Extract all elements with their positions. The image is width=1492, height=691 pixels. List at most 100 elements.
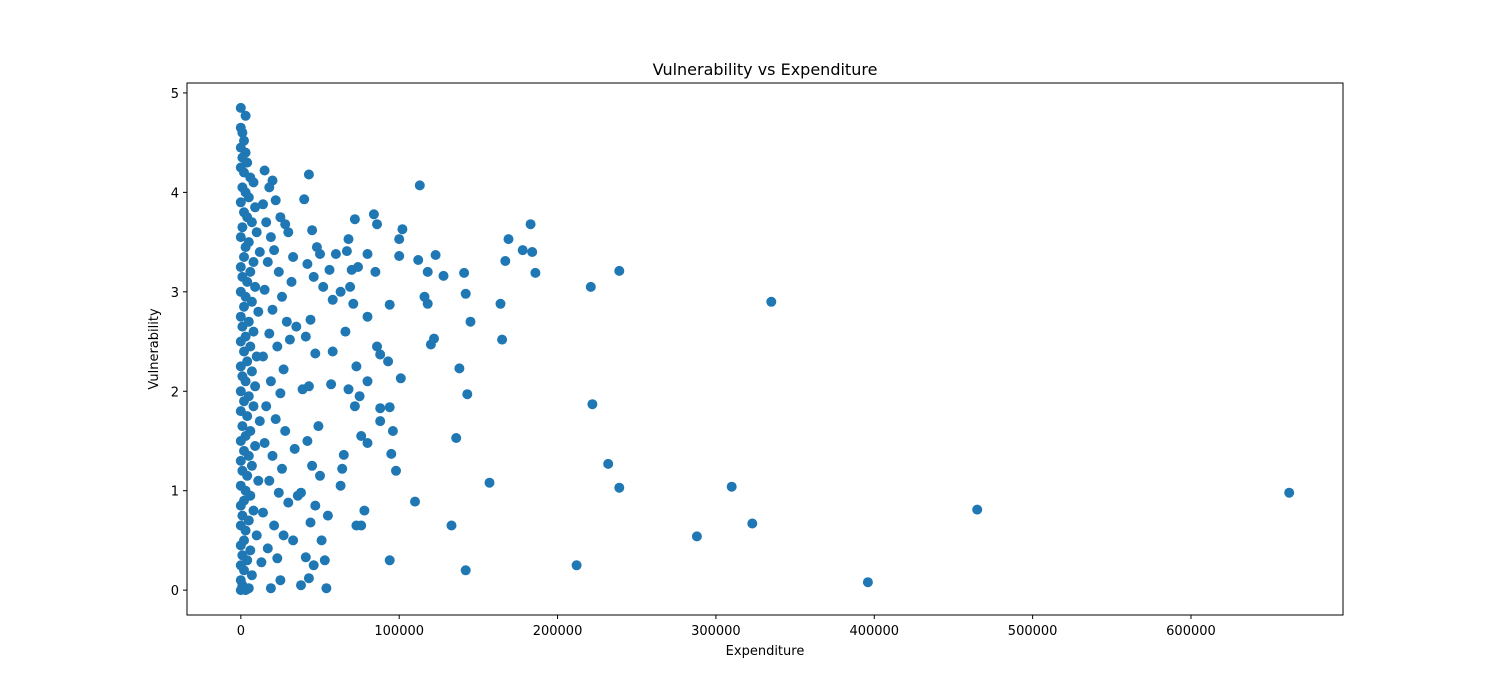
data-point [747,518,758,529]
data-point [410,496,420,507]
data-point [972,504,983,515]
data-point [288,535,299,546]
data-point [425,339,436,350]
data-point [246,366,257,377]
data-point [383,356,394,367]
data-point [302,436,313,446]
data-point [256,557,267,568]
data-point [235,540,246,551]
data-point [527,247,538,257]
data-point [356,520,367,531]
data-point [525,219,536,230]
data-point [243,515,254,526]
data-point [245,266,256,277]
data-point [272,341,283,352]
data-point [239,565,249,576]
data-point [337,463,348,474]
data-point [273,266,284,277]
data-point [384,402,395,413]
data-point [343,384,354,395]
data-point [237,421,248,432]
x-tick-label: 500000 [1008,624,1058,639]
data-point [239,396,249,407]
data-point [362,249,373,259]
data-point [465,316,476,327]
data-point [265,376,276,387]
data-point [235,455,246,466]
data-point [353,262,363,272]
data-point [394,251,405,261]
x-tick-label: 400000 [849,624,899,639]
data-point [307,460,318,471]
data-point [264,328,275,339]
data-point [372,341,382,352]
data-points [235,102,1295,596]
data-point [397,224,408,235]
data-point [277,463,287,474]
data-point [307,225,318,236]
data-point [258,351,268,362]
data-point [248,326,259,337]
data-point [272,553,283,564]
data-point [322,510,333,521]
data-point [422,266,433,277]
data-point [259,165,270,176]
data-point [517,245,528,256]
data-point [726,481,737,492]
x-tick-label: 600000 [1166,624,1216,639]
data-point [240,525,251,536]
data-point [251,530,262,541]
data-point [235,336,246,347]
data-point [237,127,248,138]
data-point [239,252,249,262]
data-point [250,281,261,292]
data-point [446,520,457,531]
data-point [375,403,386,414]
data-point [326,379,337,390]
data-point [335,480,346,491]
data-point [242,470,253,481]
data-point [235,262,246,272]
data-point [327,294,338,305]
y-tick-label: 4 [171,186,179,201]
data-point [391,465,401,476]
data-point [359,505,370,516]
data-point [243,450,254,461]
x-tick-label: 200000 [533,624,583,639]
data-point [414,180,425,191]
data-point [250,202,261,213]
data-point [270,195,281,206]
data-point [387,426,398,436]
data-point [261,401,272,412]
data-point [235,197,246,208]
data-point [261,217,272,228]
data-point [349,214,360,225]
data-point [269,245,280,256]
y-tick-label: 2 [171,385,179,400]
data-point [296,580,306,591]
data-point [235,311,246,322]
data-point [318,281,329,292]
data-point [395,373,406,384]
data-point [315,249,325,259]
data-point [286,276,297,287]
data-point [280,426,291,436]
data-point [275,212,286,223]
data-point [248,257,259,267]
x-tick-label: 100000 [374,624,424,639]
data-point [327,346,338,357]
data-point [291,321,302,332]
data-point [303,573,314,584]
data-point [316,535,327,546]
data-point [530,267,541,278]
data-point [362,438,373,448]
data-point [368,209,379,220]
data-point [237,321,248,332]
data-point [495,298,506,309]
data-point [308,271,319,282]
data-point [248,177,259,188]
data-point [500,256,511,266]
data-point [313,421,324,432]
data-point [394,234,405,245]
